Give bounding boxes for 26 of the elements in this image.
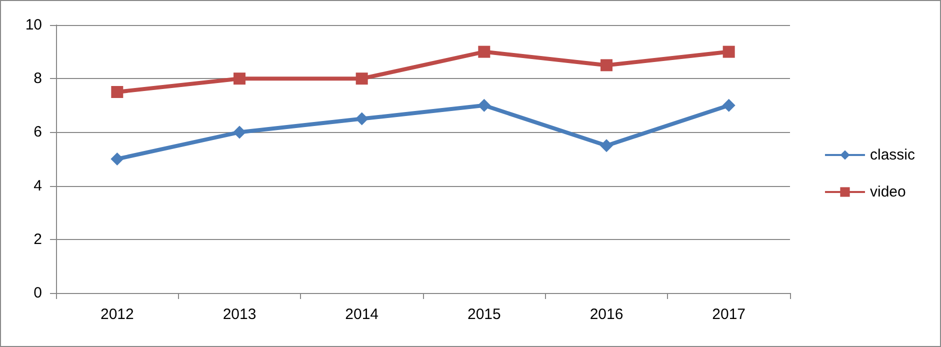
x-tick-label: 2017: [712, 306, 746, 323]
x-tick-label: 2015: [467, 306, 501, 323]
x-tick-label: 2014: [345, 306, 379, 323]
point: [356, 72, 368, 85]
point: [233, 126, 246, 139]
point: [234, 72, 246, 85]
y-tick-label: 8: [34, 70, 42, 88]
point: [110, 152, 124, 166]
point: [355, 112, 368, 126]
legend-label: video: [870, 184, 906, 200]
point: [600, 59, 612, 72]
point: [722, 98, 736, 112]
point: [111, 86, 124, 98]
x-tick-label: 2012: [100, 306, 134, 323]
y-tick-label: 10: [25, 16, 42, 34]
point: [478, 46, 490, 58]
point: [600, 139, 613, 152]
point: [478, 98, 491, 112]
x-tick-label: 2016: [590, 306, 624, 323]
y-tick-label: 2: [34, 230, 42, 248]
y-tick-label: 4: [34, 177, 42, 194]
y-tick-label: 0: [34, 284, 42, 302]
legend-label: classic: [870, 146, 916, 164]
x-tick-label: 2013: [222, 306, 256, 323]
point: [722, 46, 735, 58]
y-tick-label: 6: [34, 124, 42, 141]
